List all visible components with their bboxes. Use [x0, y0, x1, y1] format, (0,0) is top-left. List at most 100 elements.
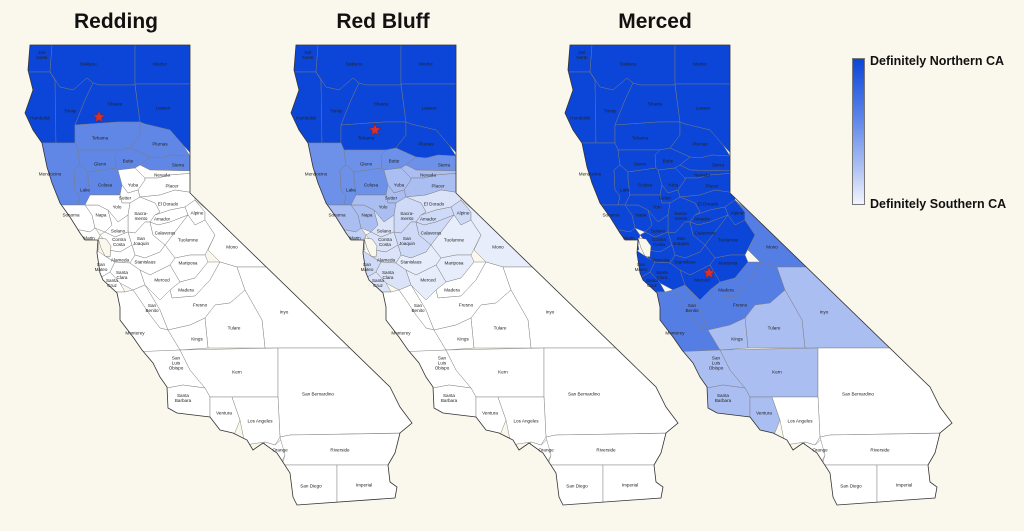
star-icon: [92, 110, 106, 123]
county-sonoma: [25, 204, 96, 233]
county-label: Siskiyou: [619, 62, 637, 67]
county-label-line: Luis: [712, 361, 721, 366]
county-label: Santa Cruz: [646, 278, 658, 288]
county-label: Mariposa: [445, 261, 464, 266]
county-label-line: Yuba: [668, 183, 679, 188]
county-label-line: Plumas: [418, 142, 434, 147]
county-label: Monterey: [125, 331, 145, 336]
county-label: San Mateo: [95, 262, 108, 272]
county-label: San Luis Obispo: [435, 355, 450, 370]
county-label-line: Joaquin: [399, 241, 416, 246]
county-label-line: Santa: [116, 270, 128, 275]
county-label-line: Santa: [656, 270, 668, 275]
county-label-line: Alpine: [457, 211, 470, 216]
county-label: Tehama: [92, 136, 109, 141]
county-label: Sutter: [119, 196, 132, 201]
county-label-line: Ventura: [756, 411, 772, 416]
county-label: Fresno: [193, 303, 208, 308]
county-label: Alpine: [457, 211, 470, 216]
county-label: San Diego: [300, 484, 322, 489]
county-label-line: Kern: [498, 370, 508, 375]
county-label: Yuba: [668, 183, 679, 188]
county-label-line: Santa: [646, 278, 658, 283]
county-label: El Dorado: [158, 202, 179, 207]
county-label-line: Benito: [685, 308, 698, 313]
county-label-line: El Dorado: [424, 202, 445, 207]
county-label: Placer: [165, 184, 178, 189]
county-label: Nevada: [420, 173, 436, 178]
county-label: Del Norte: [576, 50, 588, 60]
county-san-diego: [259, 459, 338, 505]
county-label: Sierra: [712, 163, 725, 168]
county-label: Ventura: [756, 411, 772, 416]
county-label-line: Kern: [772, 370, 782, 375]
county-label-line: Orange: [812, 448, 828, 453]
county-label: Santa Clara: [382, 270, 394, 280]
county-label-line: Plumas: [152, 142, 168, 147]
county-label-line: Humboldt: [296, 116, 316, 121]
county-label-line: Stanislaus: [134, 260, 156, 265]
county-label-line: Joaquin: [133, 241, 150, 246]
county-label: Humboldt: [30, 116, 50, 121]
county-label-line: Sutter: [119, 196, 132, 201]
county-label-line: Mariposa: [445, 261, 464, 266]
county-label-line: Alpine: [731, 211, 744, 216]
county-label-line: Trinity: [64, 109, 77, 114]
county-label: Tulare: [768, 326, 781, 331]
county-label: Napa: [96, 213, 107, 218]
county-label-line: Mono: [766, 245, 778, 250]
county-san-bernardino: [817, 347, 952, 438]
county-label: Kern: [772, 370, 782, 375]
county-label: Santa Cruz: [372, 278, 384, 288]
county-label: Glenn: [634, 162, 647, 167]
county-label-line: Mateo: [361, 267, 374, 272]
county-label: Sacra-mento: [674, 211, 688, 221]
county-label-line: San Bernardino: [842, 392, 874, 397]
county-label: Colusa: [364, 183, 379, 188]
county-label: Stanislaus: [400, 260, 422, 265]
county-label: Kern: [498, 370, 508, 375]
county-label-line: Riverside: [596, 448, 616, 453]
county-label: Marin: [83, 236, 95, 241]
county-label: Humboldt: [570, 116, 590, 121]
county-label-line: Solano: [111, 229, 126, 234]
county-label-line: Nevada: [154, 173, 170, 178]
county-label: San Diego: [566, 484, 588, 489]
county-label: Trinity: [604, 109, 617, 114]
county-label-line: Benito: [145, 308, 158, 313]
county-label-line: Alpine: [191, 211, 204, 216]
county-label: Los Angeles: [787, 419, 813, 424]
county-label: Siskiyou: [79, 62, 97, 67]
county-label-line: Contra: [112, 237, 126, 242]
county-label: Calaveras: [695, 231, 716, 236]
county-label: Alpine: [191, 211, 204, 216]
county-label-line: Kings: [457, 337, 469, 342]
county-label-line: Santa: [443, 393, 455, 398]
county-label-line: Calaveras: [155, 231, 176, 236]
county-label-line: Tuolumne: [718, 238, 739, 243]
county-label-line: Marin: [83, 236, 95, 241]
county-label: Sonoma: [328, 213, 346, 218]
county-label-line: Contra: [652, 237, 666, 242]
county-label-line: Amador: [420, 217, 437, 222]
county-label-line: Mendocino: [579, 172, 602, 177]
county-label-line: Humboldt: [30, 116, 50, 121]
county-label: Mendocino: [39, 172, 62, 177]
county-label-line: Cruz: [647, 283, 657, 288]
county-label: Sierra: [438, 163, 451, 168]
county-label-line: Benito: [411, 308, 424, 313]
county-label: Mendocino: [579, 172, 602, 177]
county-label-line: Imperial: [356, 483, 372, 488]
legend-top-label: Definitely Northern CA: [870, 54, 1005, 68]
county-label: Alameda: [111, 258, 130, 263]
legend-gradient-bar: [852, 58, 865, 205]
county-label: San Luis Obispo: [169, 355, 184, 370]
county-label: Amador: [420, 217, 437, 222]
state-outline: [24, 44, 413, 506]
county-label: Del Norte: [302, 50, 314, 60]
county-label: Madera: [178, 288, 194, 293]
county-label-line: Santa: [177, 393, 189, 398]
county-label-line: Napa: [362, 213, 373, 218]
county-label-line: Stanislaus: [400, 260, 422, 265]
county-label-line: Fresno: [459, 303, 474, 308]
